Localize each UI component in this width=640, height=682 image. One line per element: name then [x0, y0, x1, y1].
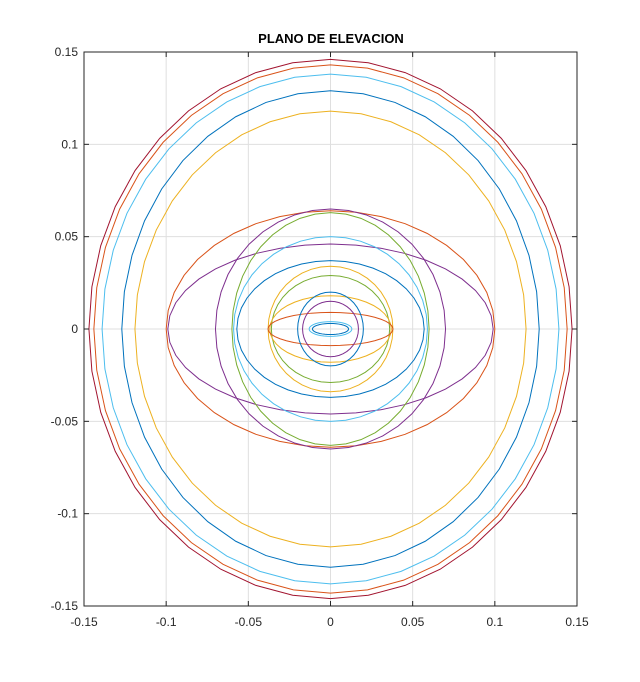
series-line: [231, 212, 430, 446]
series-line: [269, 295, 392, 363]
series-line: [233, 236, 428, 422]
tick-marks: [83, 51, 578, 607]
series-line: [236, 260, 425, 398]
y-tick-label: 0: [71, 322, 78, 336]
x-tick-label: 0: [327, 615, 334, 629]
x-tick-label: -0.15: [70, 615, 98, 629]
x-tick-label: 0.15: [565, 615, 589, 629]
chart-title: PLANO DE ELEVACION: [258, 31, 404, 46]
x-tick-label: 0.1: [486, 615, 503, 629]
y-tick-label: 0.05: [55, 230, 79, 244]
y-tick-label: 0.1: [61, 137, 78, 151]
series-line: [93, 64, 568, 594]
y-tick-label: 0.15: [55, 45, 79, 59]
series-line: [88, 58, 573, 600]
series-line: [165, 210, 496, 448]
series-line: [267, 265, 394, 393]
y-tick-label: -0.1: [57, 507, 78, 521]
x-tick-label: 0.05: [401, 615, 425, 629]
series-line: [167, 243, 494, 415]
x-tick-label: -0.05: [235, 615, 263, 629]
series-line: [311, 322, 350, 336]
series-line: [270, 274, 391, 384]
series-line: [134, 110, 527, 548]
series-line: [267, 311, 394, 347]
y-tick-label: -0.05: [51, 414, 79, 428]
series-line: [121, 90, 540, 568]
series-line: [101, 73, 560, 585]
plot-curves: [88, 58, 573, 600]
series-line: [214, 208, 447, 450]
y-tick-labels: -0.15 -0.1 -0.05 0 0.05 0.1 0.15: [51, 45, 79, 613]
series-line: [308, 321, 353, 337]
x-tick-labels: -0.15 -0.1 -0.05 0 0.05 0.1 0.15: [70, 615, 589, 629]
series-line: [297, 291, 364, 367]
x-tick-label: -0.1: [156, 615, 177, 629]
series-line: [302, 300, 359, 358]
y-tick-label: -0.15: [51, 599, 79, 613]
